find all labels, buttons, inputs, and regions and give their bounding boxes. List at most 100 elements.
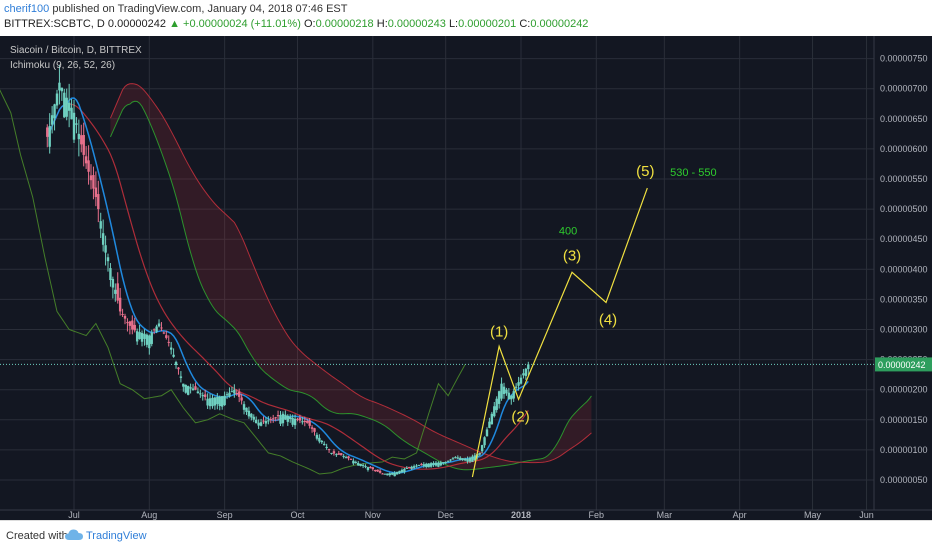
candle-body bbox=[410, 466, 413, 469]
candle-body bbox=[250, 413, 253, 418]
candle-body bbox=[225, 394, 229, 396]
candle-body bbox=[340, 453, 343, 456]
candle-body bbox=[512, 391, 515, 399]
chart-header: cherif100 published on TradingView.com, … bbox=[0, 0, 932, 36]
ichimoku-span-b bbox=[109, 83, 592, 464]
series-title: Siacoin / Bitcoin, D, BITTREX bbox=[10, 45, 142, 56]
elliott-wave-path bbox=[471, 187, 648, 478]
candle-body bbox=[67, 102, 71, 111]
wave-label: (5) bbox=[636, 163, 654, 180]
candle-body bbox=[240, 397, 243, 401]
candle-body bbox=[46, 127, 49, 137]
candle-body bbox=[415, 465, 418, 467]
candle-body bbox=[361, 465, 365, 467]
wave-label: (3) bbox=[563, 247, 581, 264]
candle-body bbox=[104, 245, 107, 253]
candle-body bbox=[53, 104, 56, 119]
candle-body bbox=[109, 268, 112, 281]
x-tick-label: Nov bbox=[365, 510, 382, 520]
tradingview-brand-link[interactable]: TradingView bbox=[86, 530, 147, 542]
candle-body bbox=[422, 464, 426, 467]
candle-body bbox=[420, 463, 423, 465]
candle-body bbox=[143, 333, 146, 339]
candle-body bbox=[72, 112, 76, 140]
wave-label: (2) bbox=[511, 408, 529, 425]
author-link[interactable]: cherif100 bbox=[4, 3, 50, 15]
candle-body bbox=[289, 416, 292, 419]
candle-body bbox=[152, 329, 156, 331]
candle-body bbox=[272, 418, 275, 420]
x-tick-label: Feb bbox=[589, 510, 605, 520]
candle-body bbox=[99, 221, 102, 229]
candle-body bbox=[510, 395, 513, 400]
ichimoku-span-a bbox=[109, 100, 592, 471]
y-tick-label: 0.00000600 bbox=[880, 144, 928, 154]
ohlc-line: BITTREX:SCBTC, D 0.00000242 ▲ +0.0000002… bbox=[4, 18, 588, 30]
candle-body bbox=[213, 397, 217, 406]
open-label: O: bbox=[303, 18, 316, 30]
chart-canvas[interactable]: 0.00000050 0.00000100 0.00000150 0.00000200… bbox=[0, 36, 932, 520]
candle-body bbox=[393, 472, 396, 477]
candle-body bbox=[449, 459, 452, 461]
chart-area[interactable]: 0.00000050 0.00000100 0.00000150 0.00000200… bbox=[0, 36, 932, 520]
candle-body bbox=[194, 386, 197, 390]
candle-body bbox=[459, 457, 462, 460]
candle-body bbox=[527, 364, 530, 370]
candle-body bbox=[342, 455, 345, 457]
candle-body bbox=[313, 428, 316, 432]
candle-body bbox=[444, 461, 447, 463]
candle-body bbox=[165, 335, 168, 338]
candle-body bbox=[323, 443, 326, 446]
candle-body bbox=[284, 414, 287, 420]
x-tick-label: Jul bbox=[68, 510, 80, 520]
ichimoku-cloud bbox=[110, 83, 592, 470]
candle-body bbox=[335, 454, 338, 456]
candle-body bbox=[364, 466, 367, 468]
candle-body bbox=[101, 233, 105, 245]
candle-body bbox=[70, 107, 73, 120]
publish-line: cherif100 published on TradingView.com, … bbox=[4, 3, 348, 15]
last-price-tag bbox=[875, 357, 932, 372]
close-value: 0.00000242 bbox=[530, 18, 589, 30]
wave-target-label: 400 bbox=[559, 225, 577, 237]
candle-body bbox=[237, 391, 241, 397]
candle-body bbox=[82, 135, 85, 155]
candle-body bbox=[417, 464, 421, 466]
candle-body bbox=[133, 324, 136, 331]
x-tick-label: Mar bbox=[657, 510, 673, 520]
candle-body bbox=[160, 327, 163, 329]
candle-body bbox=[354, 461, 358, 463]
candle-body bbox=[386, 473, 389, 476]
candle-body bbox=[259, 422, 263, 426]
candle-body bbox=[174, 362, 178, 365]
candle-body bbox=[395, 471, 399, 475]
last-price-tag-label: 0.00000242 bbox=[878, 360, 926, 370]
candle-body bbox=[169, 347, 173, 350]
candle-body bbox=[502, 386, 506, 395]
candle-body bbox=[468, 457, 472, 462]
candle-body bbox=[301, 421, 304, 423]
candle-body bbox=[97, 194, 100, 210]
candle-body bbox=[303, 420, 306, 423]
candle-body bbox=[320, 440, 323, 443]
candle-body bbox=[148, 335, 151, 349]
candle-body bbox=[505, 389, 508, 394]
candle-body bbox=[425, 463, 428, 467]
candle-body bbox=[255, 419, 258, 424]
candle-body bbox=[116, 283, 119, 301]
candle-body bbox=[162, 332, 166, 334]
candle-body bbox=[349, 458, 353, 460]
candle-body bbox=[442, 462, 445, 464]
candle-body bbox=[111, 278, 115, 288]
candle-body bbox=[242, 404, 246, 410]
candle-body bbox=[490, 413, 494, 425]
candle-body bbox=[75, 123, 78, 125]
candle-body bbox=[131, 320, 134, 330]
y-tick-label: 0.00000650 bbox=[880, 114, 928, 124]
candle-body bbox=[359, 464, 362, 466]
y-tick-label: 0.00000450 bbox=[880, 234, 928, 244]
candle-body bbox=[218, 396, 221, 407]
candle-body bbox=[177, 367, 180, 370]
candle-body bbox=[235, 392, 238, 394]
candle-body bbox=[201, 395, 204, 397]
